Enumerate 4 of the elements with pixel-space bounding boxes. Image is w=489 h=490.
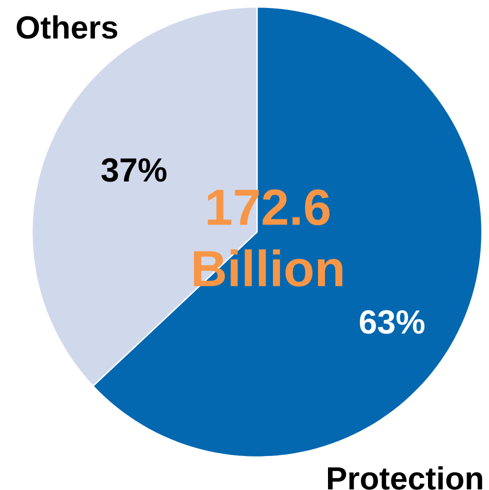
data-label: 63% (360, 310, 424, 334)
slice-label: Protection (328, 466, 482, 490)
slice-label: Others (16, 15, 118, 39)
data-label: 37% (101, 158, 166, 182)
